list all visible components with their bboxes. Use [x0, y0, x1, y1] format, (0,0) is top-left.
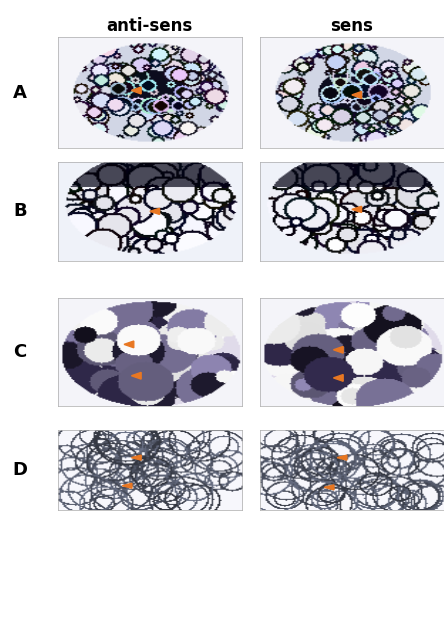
Text: sens: sens	[330, 17, 373, 35]
Polygon shape	[337, 455, 347, 460]
Text: C: C	[13, 343, 27, 361]
Text: D: D	[12, 460, 28, 479]
Polygon shape	[324, 485, 334, 490]
Polygon shape	[333, 375, 343, 381]
Polygon shape	[150, 208, 159, 214]
Polygon shape	[131, 373, 141, 379]
Polygon shape	[131, 455, 141, 460]
Text: anti-sens: anti-sens	[107, 17, 193, 35]
Text: A: A	[13, 83, 27, 102]
Polygon shape	[124, 341, 134, 348]
Polygon shape	[352, 91, 361, 98]
Polygon shape	[352, 206, 361, 213]
Text: B: B	[13, 202, 27, 221]
Polygon shape	[333, 347, 343, 353]
Polygon shape	[122, 483, 132, 488]
Polygon shape	[131, 87, 141, 94]
